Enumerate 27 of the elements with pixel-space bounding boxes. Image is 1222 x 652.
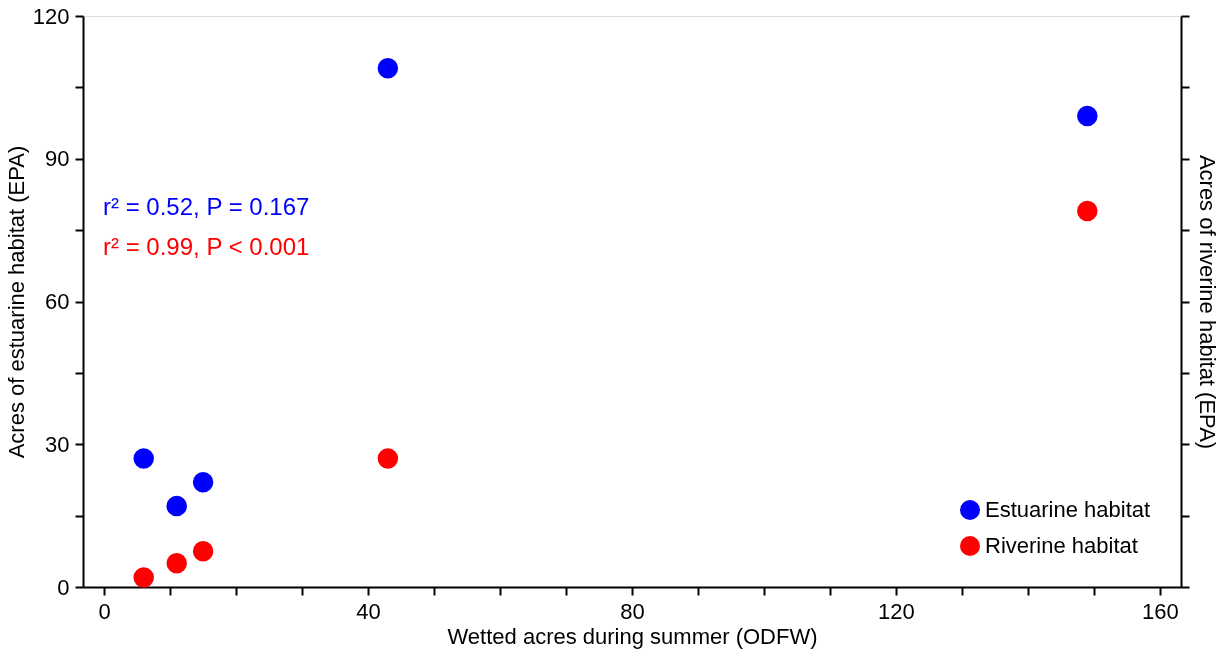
point (377, 448, 399, 469)
y-tick-label: 120 (32, 3, 70, 29)
point (133, 448, 154, 469)
point (166, 495, 187, 517)
x-axis-title: Wetted acres during summer (ODFW) (447, 623, 818, 649)
point (377, 58, 399, 79)
x-tick-label: 160 (1142, 598, 1179, 624)
point (192, 472, 214, 493)
point (1077, 105, 1098, 127)
y-tick-label: 0 (57, 574, 70, 600)
annotation: r² = 0.52, P = 0.167 (103, 193, 310, 220)
x-tick-label: 80 (620, 598, 645, 624)
point (192, 541, 214, 562)
x-tick-label: 120 (878, 598, 915, 624)
annotation: r² = 0.99, P < 0.001 (103, 233, 310, 260)
y-tick-label: 60 (45, 289, 70, 314)
legend-label: Riverine habitat (985, 533, 1138, 558)
y-tick-label: 30 (45, 431, 70, 457)
x-tick-label: 0 (98, 598, 111, 624)
point (133, 567, 154, 588)
y2-axis-title: Acres of riverine habitat (EPA) (1194, 154, 1220, 450)
y-axis-title: Acres of estuarine habitat (EPA) (3, 145, 29, 459)
x-tick-label: 40 (356, 598, 381, 624)
legend-label: Estuarine habitat (985, 497, 1151, 522)
point (1077, 200, 1098, 222)
y-tick-label: 90 (45, 146, 70, 172)
point (166, 552, 187, 574)
